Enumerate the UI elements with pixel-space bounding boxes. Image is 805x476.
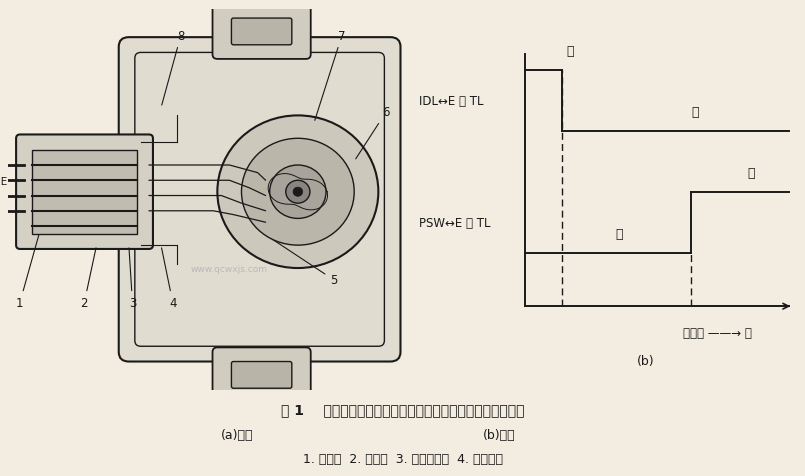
Text: 图 1    开关量输出型节气门位置传感器的结构与电压输出信号: 图 1 开关量输出型节气门位置传感器的结构与电压输出信号 <box>281 402 524 416</box>
Text: 7: 7 <box>315 30 345 121</box>
Circle shape <box>217 116 378 268</box>
Text: 5: 5 <box>272 239 337 287</box>
Text: www.qcwxjs.com: www.qcwxjs.com <box>191 264 268 273</box>
Text: 1. 连接器  2. 动触点  3. 全负荷触点  4. 怠速触点: 1. 连接器 2. 动触点 3. 全负荷触点 4. 怠速触点 <box>303 452 502 465</box>
Text: 3: 3 <box>129 248 136 309</box>
Circle shape <box>270 166 326 219</box>
Text: 通: 通 <box>748 167 755 180</box>
Text: (b)特性: (b)特性 <box>483 428 515 441</box>
Text: 断: 断 <box>615 228 623 241</box>
Circle shape <box>293 188 303 197</box>
FancyBboxPatch shape <box>16 135 153 249</box>
Circle shape <box>242 139 354 246</box>
Text: 节气门 ——→ 开: 节气门 ——→ 开 <box>683 327 753 340</box>
Text: IDL↔E 或 TL: IDL↔E 或 TL <box>419 94 483 108</box>
Text: (a)结构: (a)结构 <box>221 428 254 441</box>
Text: TL 或 E: TL 或 E <box>0 176 7 186</box>
Circle shape <box>286 181 310 204</box>
Text: 断: 断 <box>691 106 699 119</box>
FancyBboxPatch shape <box>32 150 137 234</box>
FancyBboxPatch shape <box>213 5 311 60</box>
Text: (b): (b) <box>637 355 654 367</box>
Text: 通: 通 <box>566 45 574 58</box>
FancyBboxPatch shape <box>119 38 401 362</box>
Text: PSW↔E 或 TL: PSW↔E 或 TL <box>419 216 490 229</box>
Text: 2: 2 <box>80 248 96 309</box>
FancyBboxPatch shape <box>232 19 292 46</box>
Text: (a): (a) <box>241 366 258 379</box>
Text: 1: 1 <box>16 233 39 309</box>
Text: 8: 8 <box>162 30 184 106</box>
Text: 6: 6 <box>356 106 390 159</box>
FancyBboxPatch shape <box>232 362 292 388</box>
Text: 4: 4 <box>162 248 176 309</box>
FancyBboxPatch shape <box>213 347 311 403</box>
